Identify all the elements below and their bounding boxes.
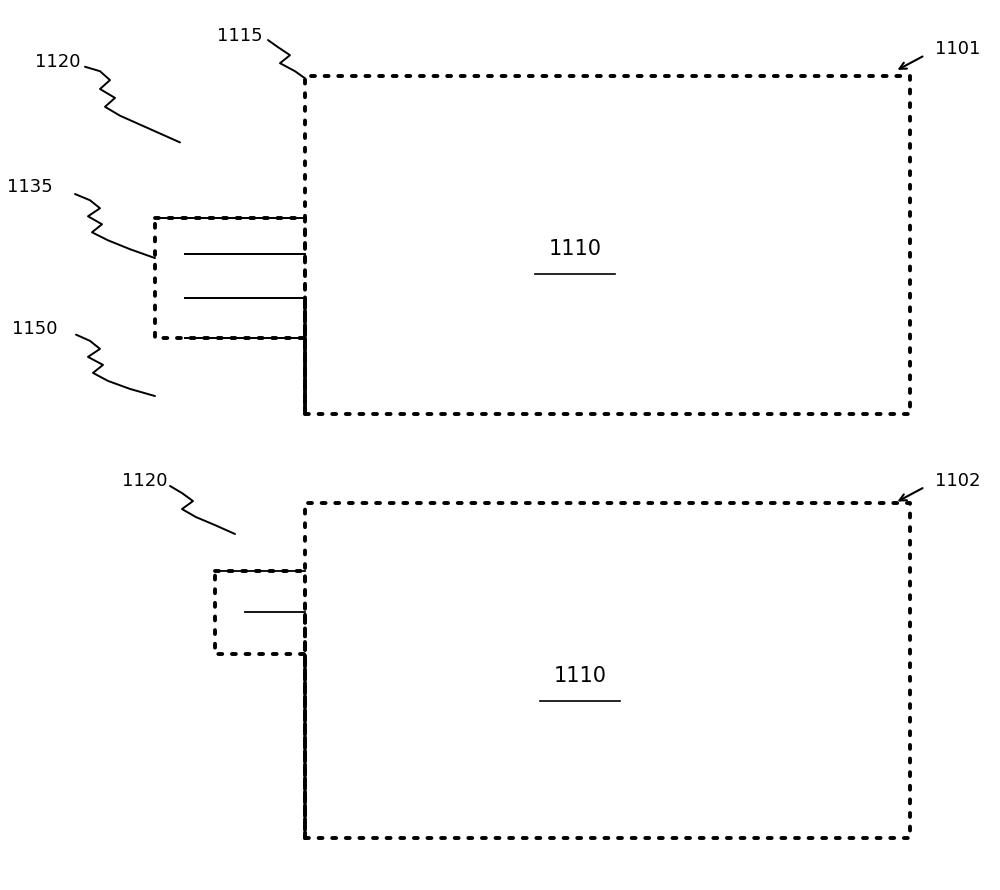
Text: 1115: 1115	[217, 27, 263, 44]
Text: 1110: 1110	[548, 239, 602, 259]
Text: 1135: 1135	[7, 178, 53, 196]
Text: 1101: 1101	[935, 40, 980, 58]
Text: 1120: 1120	[122, 472, 168, 490]
Text: 1110: 1110	[554, 667, 606, 686]
Text: 1150: 1150	[12, 320, 58, 338]
Text: 1120: 1120	[35, 53, 81, 71]
Text: 1102: 1102	[935, 472, 980, 490]
